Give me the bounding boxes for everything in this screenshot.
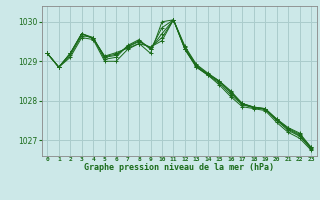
X-axis label: Graphe pression niveau de la mer (hPa): Graphe pression niveau de la mer (hPa) xyxy=(84,163,274,172)
